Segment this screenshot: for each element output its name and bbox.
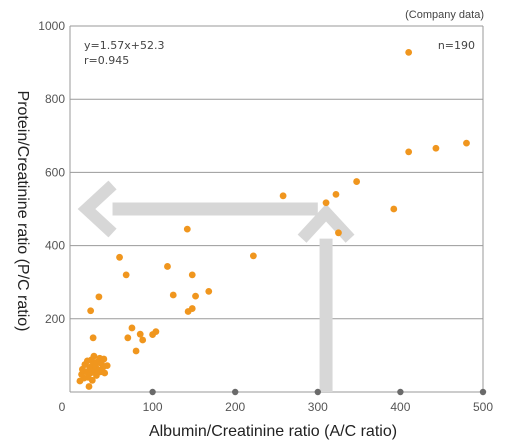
data-point [188,271,196,279]
x-tick-label: 200 [225,400,245,414]
data-point [405,48,413,56]
x-tick-label: 500 [473,400,493,414]
correlation-coefficient: r=0.945 [84,54,129,67]
data-point [164,263,171,270]
data-point [432,144,440,152]
y-tick-label: 1000 [38,19,65,33]
data-point [90,352,98,360]
data-point [132,347,140,355]
data-point [95,293,103,301]
y-axis-ticks: 200 400 600 800 1000 [38,19,65,326]
data-point [124,334,132,342]
data-point [100,355,108,363]
data-point [101,369,109,377]
x-tick-marker [149,388,156,396]
x-tick-marker [232,388,239,396]
source-note: (Company data) [405,9,484,21]
data-point [116,253,123,261]
y-tick-label: 600 [45,165,65,179]
data-point [89,334,97,342]
data-point [152,328,160,336]
x-tick-marker [314,388,321,396]
data-point [139,336,147,344]
arrow-left [77,180,318,238]
data-point [205,287,213,295]
arrow-head [77,180,117,238]
x-tick-label: 300 [308,400,328,414]
grid-lines [69,25,484,393]
data-point [183,225,191,233]
sample-size: n=190 [438,39,475,52]
data-points [76,48,470,390]
x-axis-ticks: 0 100 200 300 400 500 [59,388,493,414]
data-point [335,229,342,237]
data-point [103,362,111,370]
data-point [463,139,470,147]
data-point [353,178,361,185]
data-point [405,148,413,156]
arrow-up [297,203,355,392]
y-axis-label: Protein/Creatinine ratio (P/C ratio) [14,91,31,332]
data-point [279,192,287,200]
y-tick-label: 400 [45,239,65,253]
x-tick-label: 400 [390,400,410,414]
arrow-head [297,203,355,243]
regression-equation: y=1.57x+52.3 [84,39,164,52]
x-tick-label: 100 [143,400,163,414]
x-tick-marker [479,388,487,396]
data-point [390,205,398,213]
data-point [85,383,93,390]
data-point [88,376,96,384]
data-point [192,292,199,300]
annotation-arrows [77,180,355,392]
x-tick-marker [397,388,404,396]
data-point [169,291,177,299]
data-point [249,252,257,260]
data-point [122,271,130,279]
x-axis-label: Albumin/Creatinine ratio (A/C ratio) [149,423,397,440]
data-point [188,305,196,312]
y-tick-label: 800 [45,92,65,106]
x-tick-label: 0 [59,400,66,414]
data-point [332,190,340,198]
y-tick-label: 200 [45,312,65,326]
data-point [87,307,95,315]
data-point [322,199,330,207]
data-point [136,330,144,338]
data-point [128,324,136,332]
